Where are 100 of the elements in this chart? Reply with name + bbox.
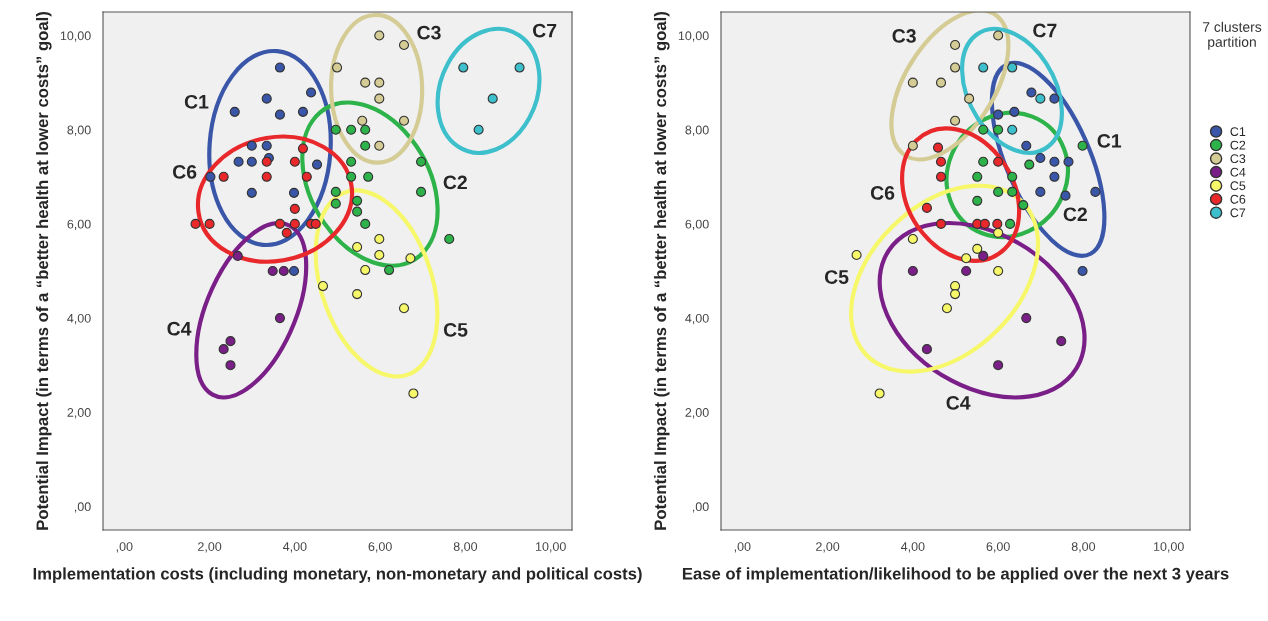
point bbox=[874, 388, 885, 399]
y-tick-label: 4,00 bbox=[67, 313, 91, 325]
point bbox=[360, 124, 371, 135]
point bbox=[972, 171, 983, 182]
point bbox=[281, 227, 292, 238]
annotation: C4 bbox=[946, 395, 971, 410]
x-tick-label: 6,00 bbox=[368, 542, 392, 553]
annotation: C5 bbox=[824, 270, 849, 284]
legend-label: C4 bbox=[1230, 167, 1246, 177]
annotation: C4 bbox=[167, 321, 192, 336]
point bbox=[921, 202, 932, 213]
point bbox=[352, 206, 363, 217]
y-tick-label: 10,00 bbox=[60, 31, 91, 42]
point bbox=[357, 115, 368, 126]
point bbox=[317, 281, 329, 292]
point bbox=[261, 93, 272, 104]
point bbox=[1026, 87, 1037, 98]
legend-label: C2 bbox=[1230, 140, 1246, 150]
point bbox=[993, 156, 1004, 167]
point bbox=[398, 115, 410, 126]
point bbox=[935, 77, 947, 88]
point bbox=[398, 303, 410, 314]
point bbox=[1035, 152, 1046, 164]
point bbox=[218, 171, 229, 182]
point bbox=[346, 171, 357, 182]
point bbox=[360, 218, 371, 229]
point bbox=[950, 289, 961, 300]
point bbox=[992, 218, 1003, 229]
point bbox=[932, 142, 944, 153]
point bbox=[921, 344, 932, 355]
point bbox=[964, 93, 975, 104]
x-tick-label: 6,00 bbox=[986, 542, 1010, 553]
point bbox=[1077, 265, 1088, 277]
x-tick-label: 4,00 bbox=[282, 542, 307, 553]
point bbox=[261, 171, 272, 182]
point bbox=[363, 171, 374, 182]
point bbox=[246, 140, 257, 151]
point bbox=[352, 289, 363, 300]
point bbox=[374, 249, 385, 261]
point bbox=[961, 265, 972, 277]
point bbox=[1007, 171, 1018, 182]
point bbox=[246, 187, 257, 198]
point bbox=[1063, 156, 1074, 167]
point bbox=[514, 62, 525, 73]
point bbox=[278, 265, 289, 277]
point bbox=[232, 250, 243, 261]
point bbox=[374, 30, 385, 41]
point bbox=[311, 159, 323, 170]
y-tick-label: ,00 bbox=[692, 502, 709, 513]
point bbox=[384, 265, 395, 276]
point bbox=[218, 344, 229, 355]
point bbox=[1049, 93, 1060, 104]
point bbox=[1021, 313, 1032, 324]
point bbox=[330, 186, 341, 197]
point bbox=[935, 171, 947, 182]
point bbox=[1021, 140, 1032, 151]
point bbox=[204, 218, 215, 229]
annotation: C7 bbox=[533, 23, 557, 38]
point bbox=[205, 171, 216, 182]
y-tick-label: 8,00 bbox=[67, 125, 91, 136]
x-tick-label: 10,00 bbox=[536, 542, 566, 553]
point bbox=[935, 218, 947, 229]
point bbox=[246, 156, 257, 167]
x-tick-label: 2,00 bbox=[198, 542, 222, 553]
point bbox=[306, 87, 317, 98]
point bbox=[1056, 336, 1067, 347]
y-axis-title: Potential Impact (in terms of a “better health at lower costs” goal) bbox=[653, 12, 670, 530]
point bbox=[289, 203, 300, 214]
point bbox=[993, 30, 1004, 41]
point bbox=[978, 250, 989, 261]
point bbox=[1009, 106, 1020, 117]
point bbox=[225, 336, 236, 347]
point bbox=[950, 62, 961, 73]
point bbox=[1024, 159, 1035, 170]
point bbox=[487, 93, 498, 104]
point bbox=[261, 140, 272, 151]
y-tick-label: ,00 bbox=[74, 502, 91, 513]
point bbox=[1049, 171, 1060, 182]
legend-label: C5 bbox=[1230, 181, 1246, 191]
point bbox=[1077, 140, 1088, 151]
point bbox=[972, 195, 983, 206]
y-tick-label: 2,00 bbox=[685, 408, 709, 419]
y-tick-label: 8,00 bbox=[685, 125, 709, 136]
point bbox=[297, 143, 309, 154]
point bbox=[935, 156, 947, 167]
point bbox=[851, 249, 862, 261]
point bbox=[310, 218, 321, 229]
point bbox=[1049, 156, 1060, 167]
point bbox=[950, 115, 961, 126]
x-tick-label: 4,00 bbox=[900, 542, 925, 553]
point bbox=[1007, 62, 1018, 73]
point bbox=[346, 156, 357, 167]
annotation: C5 bbox=[443, 322, 468, 337]
annotation: C2 bbox=[443, 175, 467, 190]
annotation: C7 bbox=[1033, 23, 1057, 38]
point bbox=[1060, 190, 1071, 201]
point bbox=[1005, 218, 1016, 229]
point bbox=[374, 140, 385, 151]
point bbox=[360, 265, 371, 276]
point bbox=[978, 62, 989, 73]
